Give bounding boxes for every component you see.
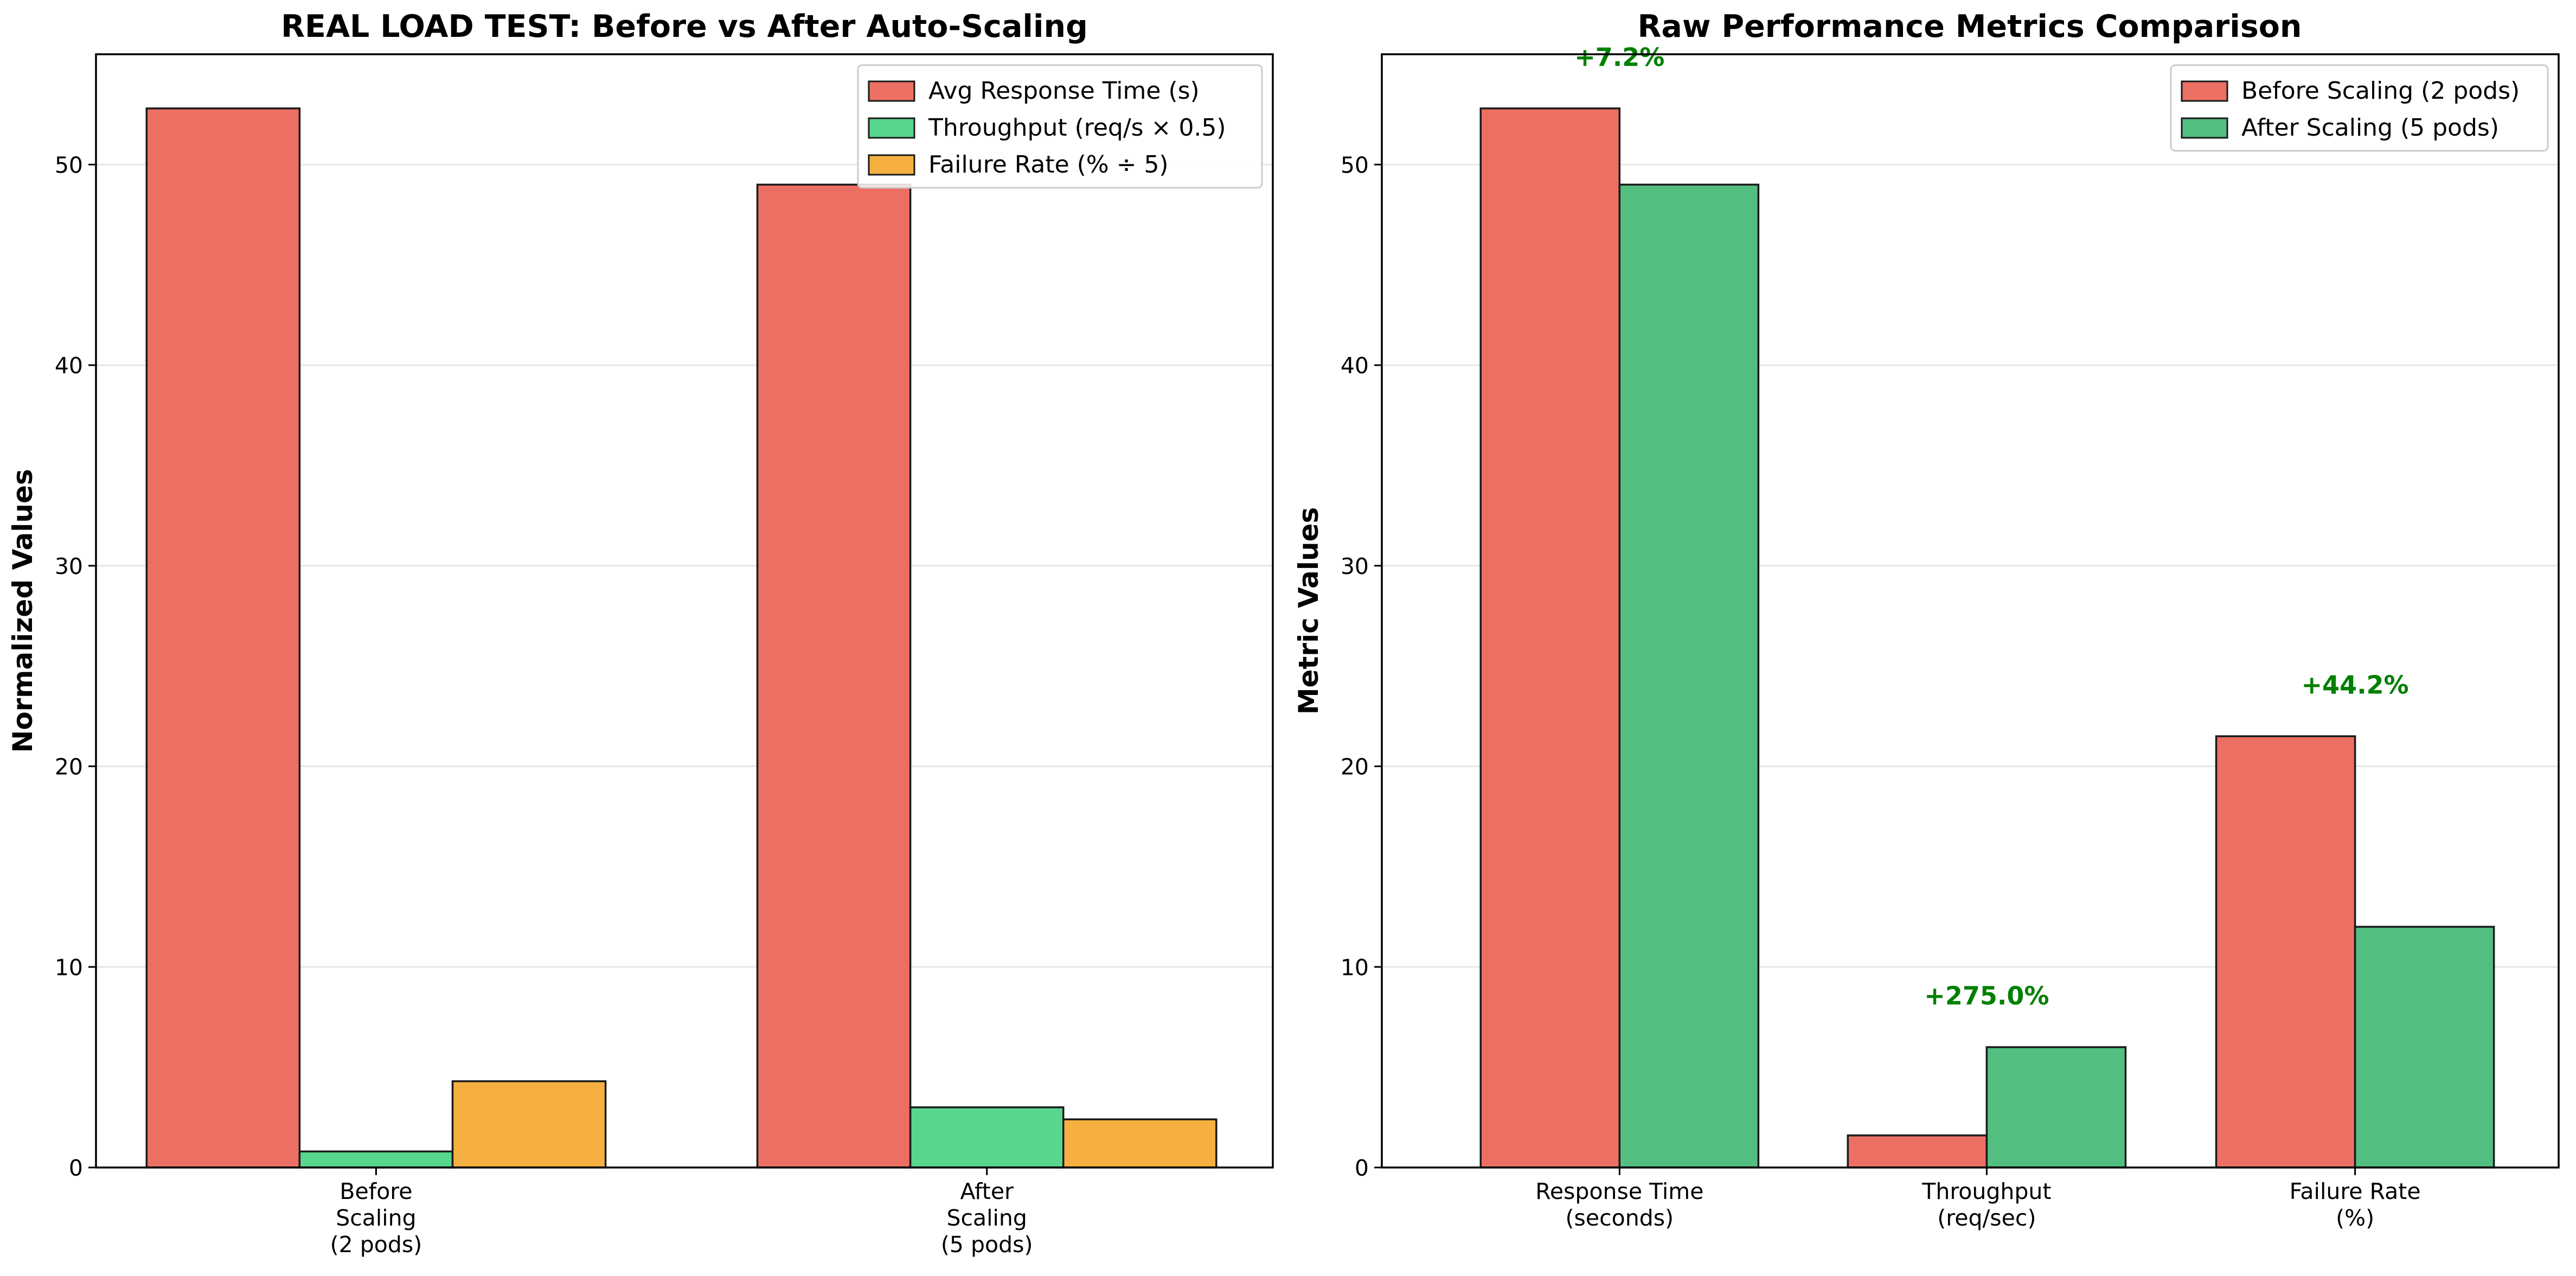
legend	[2170, 64, 2549, 152]
y-tick-label: 0	[69, 1155, 83, 1181]
y-tick-label: 0	[1355, 1155, 1369, 1181]
x-tick-label: After	[960, 1178, 1014, 1204]
plot-frame	[1381, 53, 2560, 1169]
chart-title: Raw Performance Metrics Comparison	[1638, 9, 2302, 44]
legend-swatch	[868, 117, 915, 139]
bar	[451, 1080, 607, 1169]
y-tick-label: 40	[1341, 353, 1369, 379]
y-tick-label: 20	[55, 754, 83, 780]
legend-swatch	[868, 154, 915, 176]
x-tick-label: (5 pods)	[941, 1232, 1033, 1258]
bar	[756, 183, 912, 1169]
x-tick-label: Throughput	[1921, 1178, 2051, 1204]
bar	[1985, 1046, 2127, 1169]
x-tick-label: Response Time	[1535, 1178, 1703, 1204]
chart-title: REAL LOAD TEST: Before vs After Auto-Sca…	[281, 9, 1088, 44]
x-tick-label: (seconds)	[1566, 1205, 1674, 1231]
legend-label: After Scaling (5 pods)	[2241, 114, 2499, 142]
legend	[857, 64, 1263, 189]
bar	[2354, 926, 2495, 1169]
legend-label: Failure Rate (% ÷ 5)	[928, 151, 1169, 178]
x-tick-label: Scaling	[946, 1205, 1027, 1231]
x-tick-label: (%)	[2336, 1205, 2374, 1231]
bar	[1847, 1134, 1988, 1169]
chart-raw-metrics: 0 10 20 30 40 50 Response Time(seconds) Through…	[1293, 9, 2560, 1231]
change-annotation: +44.2%	[2302, 671, 2409, 700]
y-axis-label: Normalized Values	[7, 469, 39, 752]
x-tick-label: Scaling	[336, 1205, 416, 1231]
y-tick-label: 50	[1341, 152, 1369, 178]
change-annotation: +7.2%	[1574, 42, 1664, 72]
legend-label: Before Scaling (2 pods)	[2241, 77, 2520, 105]
bar	[2215, 735, 2356, 1169]
plot-frame	[95, 53, 1274, 1169]
y-tick-label: 30	[55, 553, 83, 579]
legend-swatch	[2181, 80, 2228, 102]
x-tick-label: (2 pods)	[330, 1232, 422, 1258]
bar	[1062, 1118, 1217, 1169]
y-tick-label: 40	[55, 353, 83, 379]
y-tick-label: 20	[1341, 754, 1369, 780]
bar	[145, 107, 301, 1169]
y-tick-label: 10	[1341, 954, 1369, 980]
x-tick-label: (req/sec)	[1937, 1205, 2036, 1231]
legend-label: Avg Response Time (s)	[928, 77, 1200, 105]
y-tick-label: 50	[55, 152, 83, 178]
x-tick-label: Failure Rate	[2290, 1178, 2421, 1204]
bar	[298, 1150, 454, 1169]
y-tick-label: 10	[55, 954, 83, 980]
bar	[1479, 107, 1621, 1169]
bar	[909, 1106, 1065, 1169]
legend-swatch	[868, 80, 915, 102]
bar	[1618, 183, 1760, 1169]
x-tick-label: Before	[339, 1178, 412, 1204]
y-axis-label: Metric Values	[1293, 507, 1324, 715]
change-annotation: +275.0%	[1924, 981, 2049, 1011]
legend-label: Throughput (req/s × 0.5)	[928, 114, 1226, 142]
y-tick-label: 30	[1341, 553, 1369, 579]
legend-swatch	[2181, 117, 2228, 139]
